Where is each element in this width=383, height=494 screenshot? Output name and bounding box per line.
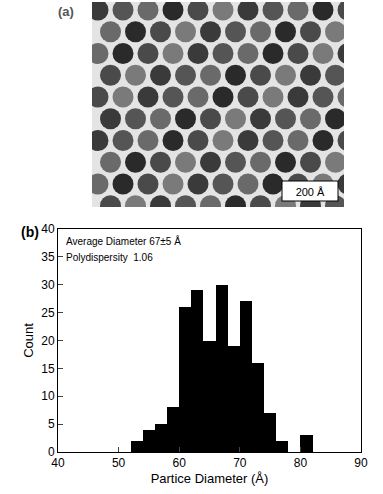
svg-text:10: 10 [41,389,55,403]
svg-text:20: 20 [41,334,55,348]
svg-text:Average Diameter 67±5 Å: Average Diameter 67±5 Å [66,235,181,247]
svg-text:80: 80 [294,456,308,470]
svg-text:70: 70 [233,456,247,470]
svg-text:Partice Diameter (Å): Partice Diameter (Å) [151,471,269,486]
svg-text:Polydispersity 1.06: Polydispersity 1.06 [66,252,153,263]
svg-text:25: 25 [41,306,55,320]
svg-text:(b): (b) [21,224,39,240]
svg-text:15: 15 [41,362,55,376]
svg-text:0: 0 [48,445,55,459]
svg-text:50: 50 [112,456,126,470]
svg-text:40: 40 [41,222,55,236]
svg-text:60: 60 [173,456,187,470]
svg-text:35: 35 [41,250,55,264]
svg-text:5: 5 [48,417,55,431]
svg-text:200 Å: 200 Å [296,186,325,198]
svg-text:40: 40 [51,456,65,470]
svg-text:Count: Count [21,323,36,358]
svg-text:30: 30 [41,278,55,292]
html-text:(a): (a) [58,4,74,19]
svg-text:90: 90 [354,456,368,470]
